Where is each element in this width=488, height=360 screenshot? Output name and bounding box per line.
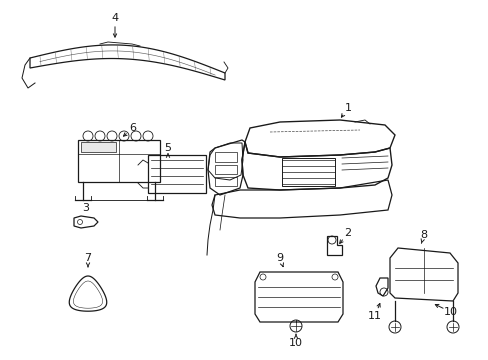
Text: 4: 4 bbox=[111, 13, 118, 23]
Text: 1: 1 bbox=[344, 103, 351, 113]
Text: 10: 10 bbox=[288, 338, 303, 348]
Text: 8: 8 bbox=[420, 230, 427, 240]
Bar bbox=[282, 158, 334, 186]
Bar bbox=[215, 165, 237, 174]
Text: 5: 5 bbox=[164, 143, 171, 153]
Text: 9: 9 bbox=[276, 253, 283, 263]
Text: 7: 7 bbox=[84, 253, 91, 263]
Bar bbox=[78, 140, 160, 182]
Text: 6: 6 bbox=[129, 123, 136, 133]
Text: 3: 3 bbox=[82, 203, 89, 213]
Bar bbox=[215, 177, 237, 186]
FancyBboxPatch shape bbox=[81, 142, 116, 152]
Text: 11: 11 bbox=[367, 311, 381, 321]
Bar bbox=[215, 152, 237, 162]
Text: 2: 2 bbox=[344, 228, 351, 238]
Text: 10: 10 bbox=[443, 307, 457, 317]
Bar bbox=[148, 155, 205, 193]
